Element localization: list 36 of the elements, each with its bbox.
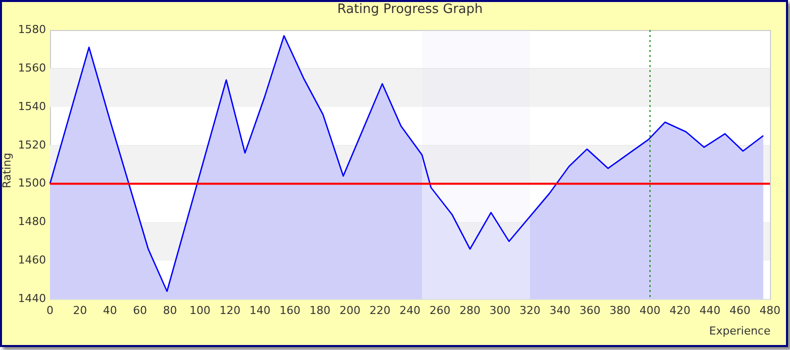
x-tick-label: 20 <box>73 304 87 317</box>
x-tick-label: 420 <box>670 304 690 317</box>
y-tick-label: 1580 <box>18 23 46 36</box>
x-tick-label: 400 <box>640 304 660 317</box>
x-tick-label: 340 <box>550 304 570 317</box>
x-tick-label: 360 <box>580 304 600 317</box>
x-tick-label: 280 <box>460 304 480 317</box>
x-tick-label: 40 <box>103 304 117 317</box>
x-tick-label: 200 <box>340 304 360 317</box>
x-tick-label: 380 <box>610 304 630 317</box>
chart-title: Rating Progress Graph <box>337 2 483 17</box>
x-tick-label: 480 <box>760 304 780 317</box>
y-tick-label: 1460 <box>18 254 46 267</box>
y-tick-label: 1440 <box>18 292 46 305</box>
y-tick-label: 1560 <box>18 61 46 74</box>
x-tick-label: 0 <box>46 304 54 317</box>
y-tick-label: 1500 <box>18 176 46 190</box>
x-tick-label: 220 <box>370 304 390 317</box>
x-tick-label: 120 <box>220 304 240 317</box>
x-tick-label: 140 <box>250 304 270 317</box>
y-tick-label: 1520 <box>18 138 46 152</box>
x-tick-label: 320 <box>520 304 540 317</box>
y-tick-label: 1540 <box>18 100 46 113</box>
x-tick-label: 300 <box>490 304 510 317</box>
x-tick-label: 260 <box>430 304 450 317</box>
x-tick-label: 240 <box>400 304 420 317</box>
x-tick-label: 160 <box>280 304 300 317</box>
x-tick-label: 180 <box>310 304 330 317</box>
x-tick-label: 460 <box>730 304 750 317</box>
x-tick-label: 100 <box>190 304 210 317</box>
x-tick-label: 80 <box>163 304 177 317</box>
y-tick-label: 1480 <box>18 215 46 228</box>
x-axis-title: Experience <box>709 324 771 338</box>
x-tick-label: 440 <box>700 304 720 317</box>
y-axis-title: Rating <box>0 152 14 188</box>
x-tick-label: 60 <box>133 304 147 317</box>
